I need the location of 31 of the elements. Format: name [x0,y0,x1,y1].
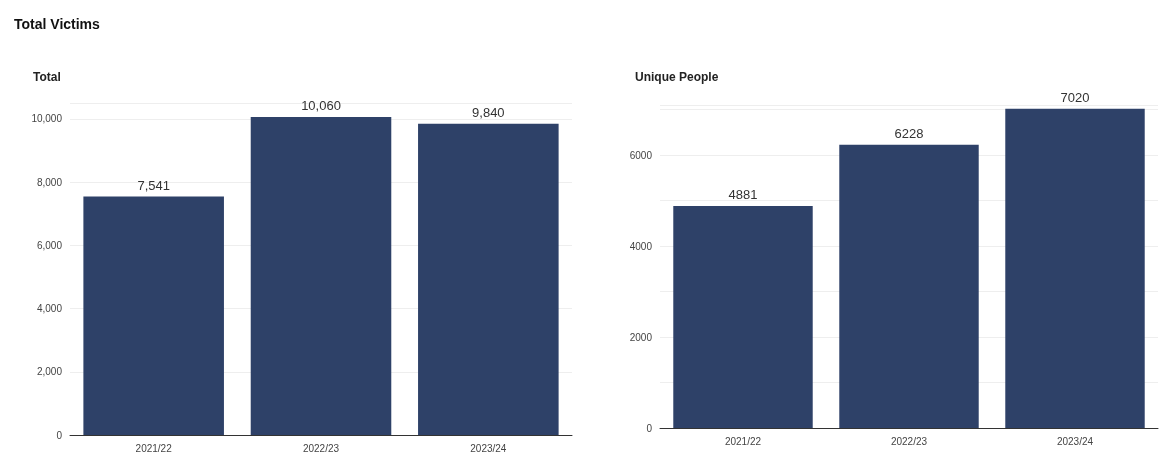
bar [1005,108,1145,428]
bar [418,123,559,435]
chart-title: Unique People [635,70,719,84]
bar [839,144,979,428]
bar [83,196,224,435]
y-tick-label: 8,000 [36,176,63,188]
x-tick-label: 2022/23 [890,435,928,447]
y-tick-label: 2,000 [36,366,63,378]
y-tick-label: 10,000 [31,113,63,125]
x-tick-label: 2023/24 [470,442,507,454]
y-tick-label: 4000 [629,240,653,252]
data-label: 7,541 [137,177,170,193]
bar [673,205,813,428]
x-tick-label: 2021/22 [724,435,762,447]
y-tick-label: 0 [646,422,653,434]
data-label: 7020 [1060,89,1090,105]
x-tick-label: 2023/24 [1056,435,1094,447]
y-tick-label: 4,000 [36,303,63,315]
bar [250,116,392,435]
data-label: 4881 [728,186,758,202]
text: Total Victims [14,16,100,32]
data-label: 6228 [894,125,924,141]
data-label: 9,840 [472,104,505,120]
y-tick-label: 6,000 [36,239,63,251]
chart-title: Total [33,70,61,84]
x-tick-label: 2022/23 [302,442,340,454]
x-tick-label: 2021/22 [135,442,173,454]
data-label: 10,060 [301,97,341,113]
y-tick-label: 0 [56,429,63,441]
y-tick-label: 2000 [629,331,653,343]
y-tick-label: 6000 [629,149,653,161]
